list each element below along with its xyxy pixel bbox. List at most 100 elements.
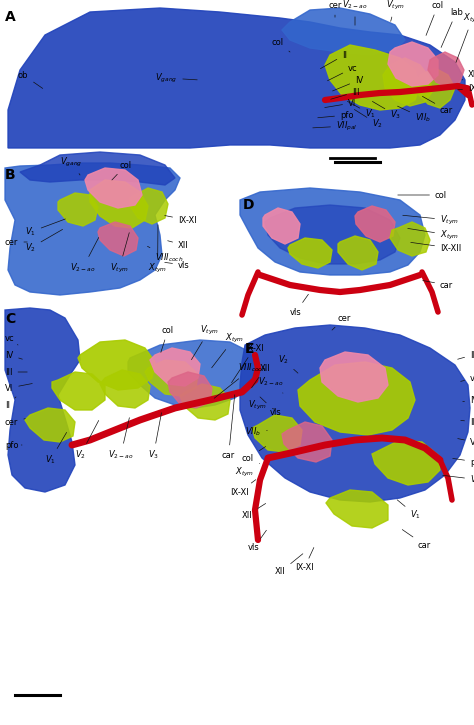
Text: $X_{tym}$: $X_{tym}$ (148, 225, 167, 275)
Text: $VII_b$: $VII_b$ (398, 106, 431, 124)
Polygon shape (240, 325, 470, 502)
Text: IX-XI: IX-XI (231, 344, 264, 383)
Text: IX-XI: IX-XI (458, 83, 474, 93)
Text: vls: vls (290, 294, 309, 317)
Polygon shape (298, 362, 415, 435)
Text: pfo: pfo (5, 441, 22, 450)
Polygon shape (5, 308, 80, 492)
Text: $V_1$: $V_1$ (347, 102, 376, 120)
Polygon shape (98, 222, 138, 256)
Text: col: col (426, 1, 444, 36)
Text: $V_2$: $V_2$ (75, 420, 99, 461)
Text: D: D (243, 198, 255, 212)
Polygon shape (355, 206, 395, 242)
Polygon shape (263, 208, 300, 244)
Polygon shape (130, 188, 168, 224)
Text: col: col (242, 447, 265, 463)
Text: IX-XII: IX-XII (411, 242, 461, 252)
Text: IX-XI: IX-XI (165, 215, 197, 225)
Text: $VIII_{coch}$: $VIII_{coch}$ (147, 247, 183, 264)
Text: II: II (5, 397, 16, 410)
Polygon shape (252, 415, 302, 452)
Text: $VII_{pal}$: $VII_{pal}$ (313, 120, 357, 133)
Polygon shape (20, 152, 175, 185)
Polygon shape (388, 42, 438, 86)
Polygon shape (52, 372, 105, 410)
Text: col: col (112, 160, 132, 180)
Polygon shape (265, 205, 400, 264)
Text: car: car (422, 96, 453, 115)
Text: car: car (423, 281, 453, 289)
Polygon shape (428, 52, 464, 88)
Text: car: car (222, 395, 235, 460)
Text: $V_2$: $V_2$ (25, 229, 63, 254)
Text: col: col (272, 38, 290, 52)
Polygon shape (25, 408, 75, 442)
Text: $V_{2-ao}$: $V_{2-ao}$ (342, 0, 368, 25)
Text: cer: cer (5, 238, 27, 247)
Text: $V_1$: $V_1$ (45, 432, 66, 466)
Text: col: col (161, 326, 174, 352)
Polygon shape (282, 422, 332, 462)
Polygon shape (5, 163, 180, 295)
Polygon shape (58, 193, 98, 226)
Text: pfo: pfo (318, 110, 354, 120)
Polygon shape (282, 8, 405, 55)
Text: VI: VI (5, 384, 32, 392)
Text: $V_{tym}$: $V_{tym}$ (385, 0, 404, 21)
Polygon shape (168, 372, 212, 408)
Text: $V_{tym}$: $V_{tym}$ (248, 399, 275, 412)
Text: III: III (5, 368, 27, 376)
Text: $V_3$: $V_3$ (373, 102, 401, 121)
Text: II: II (458, 350, 474, 360)
Text: lab: lab (441, 7, 463, 47)
Text: vls: vls (165, 260, 190, 270)
Text: $V_2$: $V_2$ (355, 109, 383, 130)
Text: B: B (5, 168, 16, 182)
Text: IV: IV (463, 396, 474, 405)
Text: XII: XII (275, 554, 303, 576)
Text: VI: VI (325, 99, 356, 107)
Text: $V_{tym}$: $V_{tym}$ (191, 323, 219, 360)
Text: $V_{tym}$: $V_{tym}$ (403, 213, 459, 226)
Text: $V_1$: $V_1$ (397, 500, 421, 521)
Text: VI: VI (458, 437, 474, 447)
Polygon shape (288, 238, 332, 268)
Polygon shape (372, 440, 440, 485)
Polygon shape (240, 188, 425, 275)
Polygon shape (150, 348, 200, 386)
Text: $V_{gang}$: $V_{gang}$ (155, 72, 197, 85)
Polygon shape (325, 45, 420, 110)
Text: $V_{tym}$: $V_{tym}$ (110, 233, 129, 275)
Text: $VII_{pal}$: $VII_{pal}$ (443, 473, 474, 486)
Text: $V_{2-ao}$: $V_{2-ao}$ (70, 238, 99, 274)
Polygon shape (338, 236, 378, 270)
Text: vls: vls (248, 530, 266, 552)
Text: $V_3$: $V_3$ (148, 413, 162, 461)
Polygon shape (100, 370, 150, 408)
Text: XII: XII (242, 503, 265, 520)
Text: vls: vls (260, 397, 282, 416)
Text: cer: cer (332, 313, 351, 330)
Text: vc: vc (328, 64, 357, 80)
Text: C: C (5, 312, 15, 326)
Text: A: A (5, 10, 16, 24)
Text: IX-XI: IX-XI (230, 480, 256, 497)
Text: ob: ob (18, 70, 43, 88)
Text: E: E (245, 342, 255, 356)
Text: car: car (402, 529, 431, 550)
Polygon shape (416, 68, 455, 108)
Text: cer: cer (5, 418, 25, 426)
Polygon shape (326, 490, 388, 528)
Polygon shape (145, 360, 198, 396)
Text: XII: XII (168, 241, 189, 249)
Text: $X_{tym}$: $X_{tym}$ (456, 12, 474, 62)
Text: col: col (398, 191, 447, 199)
Text: II: II (320, 51, 347, 69)
Text: XII: XII (252, 363, 271, 388)
Text: $V_1$: $V_1$ (25, 219, 65, 239)
Text: IV: IV (5, 350, 22, 360)
Polygon shape (128, 340, 255, 408)
Text: cer: cer (328, 1, 342, 17)
Polygon shape (320, 352, 388, 402)
